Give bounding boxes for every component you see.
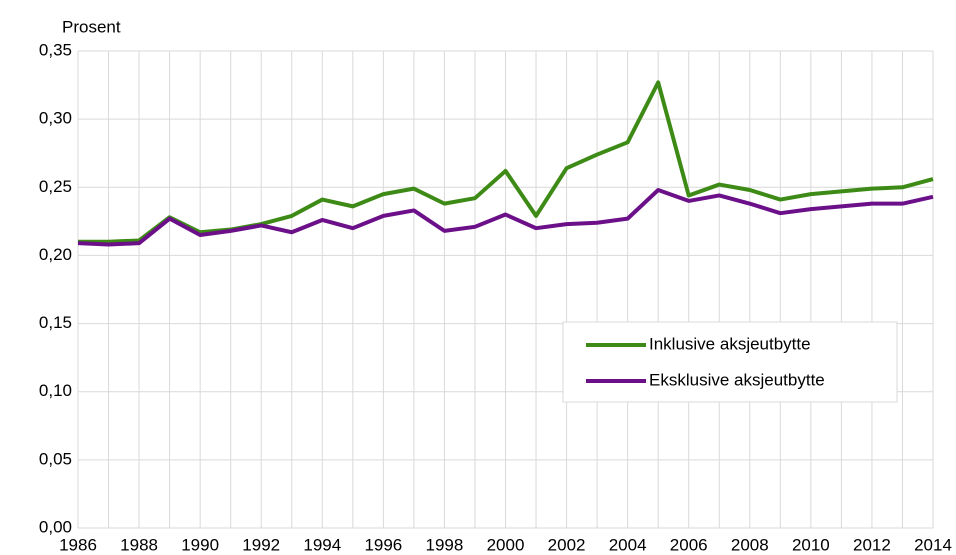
legend-label: Inklusive aksjeutbytte	[649, 334, 811, 353]
y-tick-label: 0,10	[39, 381, 72, 400]
y-axis-label: Prosent	[62, 17, 121, 36]
y-tick-label: 0,00	[39, 517, 72, 536]
x-tick-label: 1998	[426, 535, 464, 554]
x-tick-label: 2006	[670, 535, 708, 554]
x-tick-label: 1988	[120, 535, 158, 554]
x-tick-label: 2002	[548, 535, 586, 554]
y-tick-label: 0,35	[39, 40, 72, 59]
y-tick-label: 0,05	[39, 449, 72, 468]
x-tick-label: 1986	[59, 535, 97, 554]
x-tick-label: 2012	[853, 535, 891, 554]
x-tick-label: 1996	[364, 535, 402, 554]
x-tick-label: 2008	[731, 535, 769, 554]
x-tick-label: 1992	[242, 535, 280, 554]
legend-label: Eksklusive aksjeutbytte	[649, 370, 825, 389]
y-tick-label: 0,30	[39, 109, 72, 128]
x-tick-label: 1994	[303, 535, 341, 554]
legend-box	[562, 321, 898, 403]
x-tick-label: 2000	[487, 535, 525, 554]
x-tick-label: 2010	[792, 535, 830, 554]
series-line	[77, 188, 934, 247]
x-tick-label: 2004	[609, 535, 647, 554]
x-tick-label: 2014	[914, 535, 952, 554]
y-tick-label: 0,25	[39, 177, 72, 196]
y-tick-label: 0,20	[39, 245, 72, 264]
x-tick-label: 1990	[181, 535, 219, 554]
y-tick-label: 0,15	[39, 313, 72, 332]
